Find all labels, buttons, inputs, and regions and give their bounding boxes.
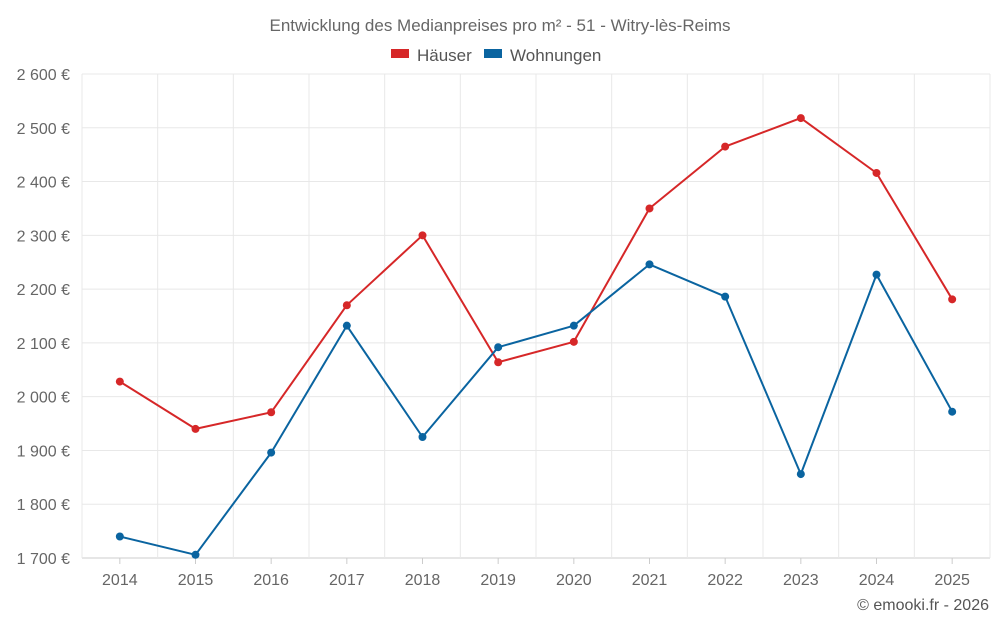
data-point-wohnungen[interactable] xyxy=(115,532,124,541)
data-point-haeuser[interactable] xyxy=(115,377,124,386)
x-tick-label: 2014 xyxy=(102,572,138,589)
data-point-wohnungen[interactable] xyxy=(721,292,730,301)
x-tick-label: 2022 xyxy=(707,572,743,589)
x-tick-label: 2024 xyxy=(859,572,895,589)
legend-swatch-wohnungen[interactable] xyxy=(484,49,502,58)
legend-label-wohnungen[interactable]: Wohnungen xyxy=(510,46,601,65)
series-layer xyxy=(115,114,957,559)
data-point-wohnungen[interactable] xyxy=(418,433,427,441)
data-point-haeuser[interactable] xyxy=(418,231,427,240)
data-point-haeuser[interactable] xyxy=(342,301,351,310)
y-tick-label: 2 600 € xyxy=(17,67,70,84)
y-tick-label: 2 300 € xyxy=(17,228,70,245)
y-tick-label: 1 700 € xyxy=(17,551,70,568)
x-tick-label: 2015 xyxy=(178,572,214,589)
x-tick-label: 2021 xyxy=(632,572,668,589)
data-point-haeuser[interactable] xyxy=(191,424,200,433)
series-line-wohnungen xyxy=(119,263,954,556)
legend-label-haeuser[interactable]: Häuser xyxy=(417,46,472,65)
data-point-haeuser[interactable] xyxy=(948,295,957,304)
grid xyxy=(81,73,991,559)
data-point-wohnungen[interactable] xyxy=(191,550,200,559)
data-point-wohnungen[interactable] xyxy=(948,407,957,416)
x-tick-label: 2016 xyxy=(253,572,289,589)
data-point-wohnungen[interactable] xyxy=(569,321,578,330)
y-tick-label: 1 900 € xyxy=(17,443,70,460)
y-tick-label: 2 500 € xyxy=(17,121,70,138)
y-axis: 1 700 € 1 800 € 1 900 € 2 000 € 2 100 € 2 200… xyxy=(17,67,70,568)
data-point-haeuser[interactable] xyxy=(267,408,276,417)
data-point-wohnungen[interactable] xyxy=(872,270,881,279)
y-tick-label: 1 800 € xyxy=(17,497,70,514)
data-point-wohnungen[interactable] xyxy=(645,260,654,269)
series-line-haeuser xyxy=(119,117,954,430)
x-tick-label: 2017 xyxy=(329,572,365,589)
x-tick-label: 2018 xyxy=(405,572,441,589)
data-point-haeuser[interactable] xyxy=(494,358,503,367)
legend: Häuser Wohnungen xyxy=(391,46,601,65)
legend-swatch-haeuser[interactable] xyxy=(391,49,409,58)
y-tick-label: 2 200 € xyxy=(17,282,70,299)
y-tick-label: 2 400 € xyxy=(17,175,70,192)
x-tick-label: 2020 xyxy=(556,572,592,589)
data-point-wohnungen[interactable] xyxy=(494,343,503,352)
copyright-text: © emooki.fr - 2026 xyxy=(857,597,989,614)
x-axis: 2014 2015 2016 2017 2018 2019 2020 2021 2022 2023… xyxy=(102,558,970,589)
y-tick-label: 2 100 € xyxy=(17,336,70,353)
chart-title: Entwicklung des Medianpreises pro m² - 5… xyxy=(269,16,730,35)
x-tick-label: 2019 xyxy=(480,572,516,589)
x-tick-label: 2023 xyxy=(783,572,819,589)
data-point-wohnungen[interactable] xyxy=(267,448,276,457)
y-tick-label: 2 000 € xyxy=(17,390,70,407)
x-tick-label: 2025 xyxy=(934,572,970,589)
data-point-haeuser[interactable] xyxy=(721,142,730,151)
data-point-wohnungen[interactable] xyxy=(796,470,805,479)
data-point-haeuser[interactable] xyxy=(796,114,805,123)
data-point-haeuser[interactable] xyxy=(872,168,881,177)
data-point-haeuser[interactable] xyxy=(645,204,654,213)
data-point-wohnungen[interactable] xyxy=(342,321,351,330)
data-point-haeuser[interactable] xyxy=(569,337,578,346)
